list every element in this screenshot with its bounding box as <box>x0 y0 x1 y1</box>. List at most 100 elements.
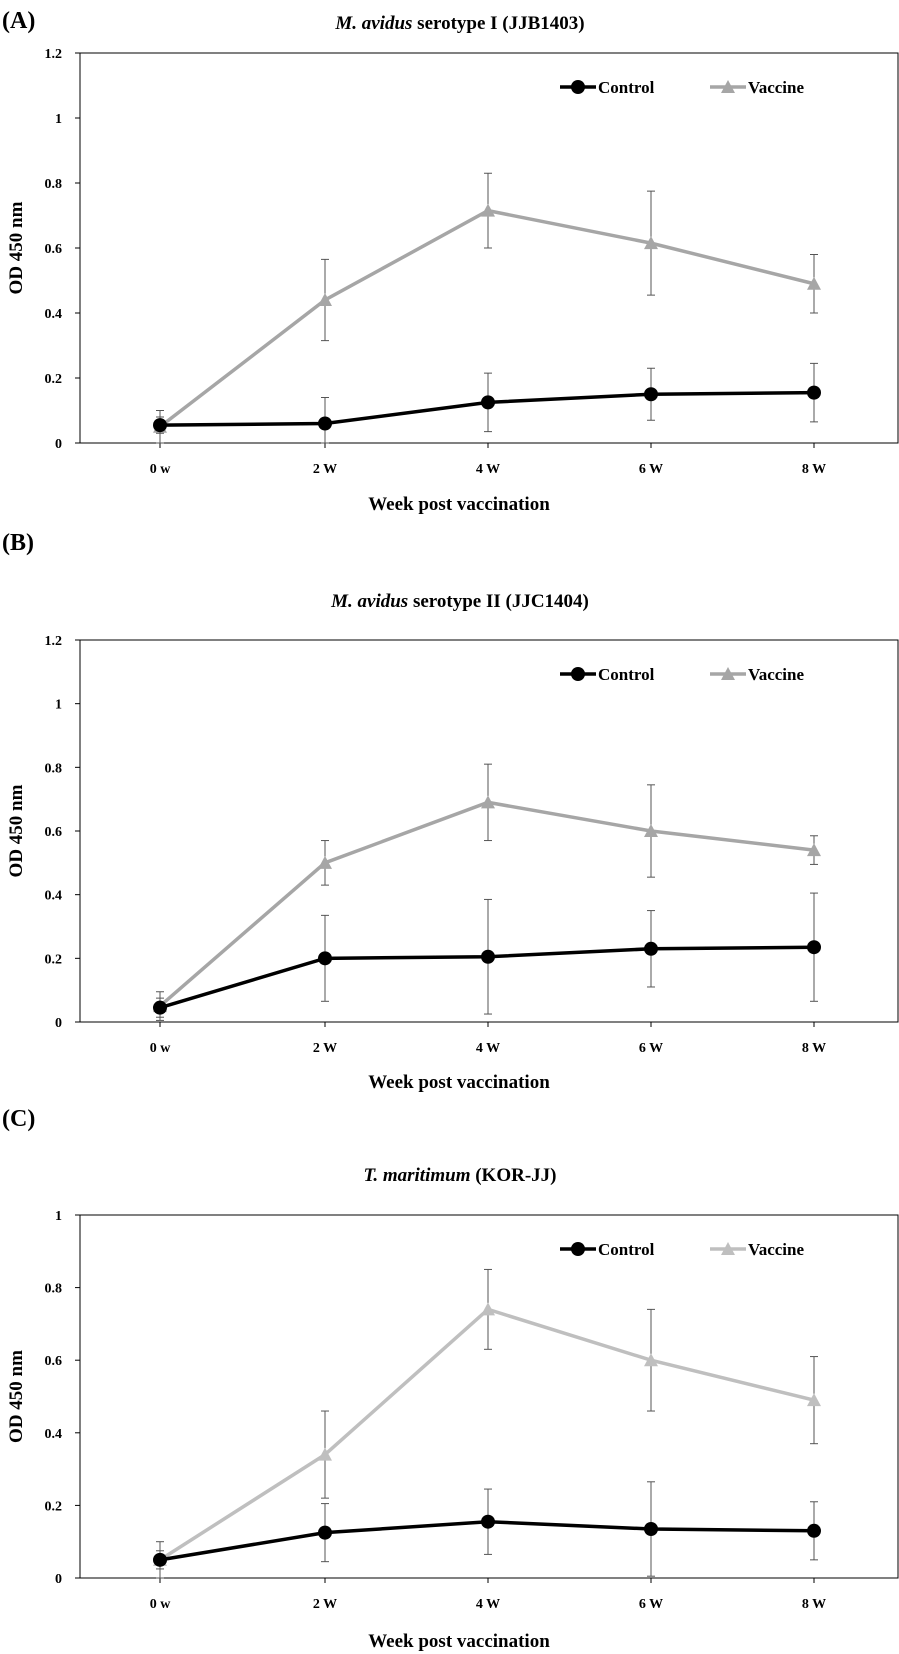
y-tick-label: 0.2 <box>45 1499 63 1514</box>
x-tick-label: 0 w <box>150 462 172 477</box>
y-axis-label: OD 450 nm <box>6 201 27 294</box>
y-tick-label: 0.2 <box>45 372 63 387</box>
data-point <box>318 951 332 966</box>
series-control <box>153 1481 821 1577</box>
legend-label: Control <box>598 665 655 684</box>
y-tick-label: 0.6 <box>45 825 63 840</box>
legend-marker <box>571 80 585 94</box>
data-point <box>318 293 332 306</box>
x-axis-label: Week post vaccination <box>368 1631 550 1652</box>
panel-label: (C) <box>2 1106 35 1132</box>
x-tick-label: 6 W <box>639 1041 663 1056</box>
data-point <box>318 1525 332 1540</box>
legend-item-control: Control <box>560 665 655 684</box>
data-point <box>644 1521 658 1536</box>
legend-label: Vaccine <box>748 665 804 684</box>
x-tick-label: 8 W <box>802 1597 826 1612</box>
data-point <box>153 1552 167 1567</box>
legend-item-control: Control <box>560 78 655 97</box>
title-rest: serotype I (JJB1403) <box>412 13 584 34</box>
y-tick-label: 0.8 <box>45 1282 63 1297</box>
x-tick-label: 6 W <box>639 462 663 477</box>
legend: Control Vaccine <box>560 78 804 97</box>
data-point <box>644 387 658 402</box>
y-tick-label: 0 <box>55 1016 62 1031</box>
data-point <box>481 795 495 809</box>
legend-marker <box>571 1242 585 1256</box>
series-control <box>153 892 821 1018</box>
title-rest: serotype II (JJC1404) <box>408 591 589 612</box>
data-point <box>807 1523 821 1538</box>
data-point <box>807 385 821 400</box>
data-point <box>318 855 332 869</box>
x-tick-label: 8 W <box>802 1041 826 1056</box>
data-point <box>481 1302 495 1316</box>
legend-marker <box>721 667 735 680</box>
legend-label: Vaccine <box>748 78 804 97</box>
data-point <box>153 1000 167 1015</box>
data-point <box>644 941 658 956</box>
x-axis-label: Week post vaccination <box>368 1072 550 1093</box>
legend-label: Vaccine <box>748 1240 804 1259</box>
legend-item-control: Control <box>560 1240 655 1259</box>
data-point <box>481 1514 495 1529</box>
data-point <box>807 276 821 290</box>
plot-frame <box>79 639 899 1023</box>
legend: Control Vaccine <box>560 1240 804 1259</box>
x-tick-label: 2 W <box>313 462 337 477</box>
x-tick-label: 0 w <box>150 1597 172 1612</box>
x-tick-label: 4 W <box>476 462 500 477</box>
legend-item-vaccine: Vaccine <box>710 665 804 684</box>
x-tick-label: 6 W <box>639 1597 663 1612</box>
legend: Control Vaccine <box>560 665 804 684</box>
legend-marker <box>721 80 735 93</box>
data-point <box>481 395 495 410</box>
data-point <box>318 1447 332 1461</box>
y-tick-label: 0.8 <box>45 177 63 192</box>
data-point <box>644 824 658 837</box>
x-tick-label: 4 W <box>476 1041 500 1056</box>
x-tick-label: 2 W <box>313 1597 337 1612</box>
y-tick-label: 0.2 <box>45 952 63 967</box>
y-tick-label: 0.6 <box>45 1354 63 1369</box>
series-vaccine <box>153 1268 821 1579</box>
y-tick-label: 1 <box>55 1209 62 1224</box>
series-line <box>158 800 815 1008</box>
data-point <box>807 843 821 857</box>
y-tick-label: 0 <box>55 1572 62 1587</box>
panel-label: (A) <box>2 8 35 34</box>
chart-panel-2: (B) M. avidus serotype II (JJC1404) 0 0.2 0.… <box>2 530 899 1093</box>
data-point <box>807 940 821 955</box>
chart-title: T. maritimum (KOR-JJ) <box>363 1165 556 1186</box>
x-tick-label: 2 W <box>313 1041 337 1056</box>
chart-title: M. avidus serotype II (JJC1404) <box>330 591 589 612</box>
legend-marker <box>571 667 585 681</box>
y-tick-label: 1 <box>55 698 62 713</box>
series-control <box>153 362 821 444</box>
legend-item-vaccine: Vaccine <box>710 78 804 97</box>
y-tick-label: 0.8 <box>45 761 63 776</box>
data-point <box>807 1393 821 1407</box>
x-tick-label: 8 W <box>802 462 826 477</box>
title-italic: T. maritimum <box>363 1165 470 1186</box>
title-italic: M. avidus <box>334 13 412 34</box>
x-axis-label: Week post vaccination <box>368 494 550 515</box>
plot-frame <box>79 1214 899 1579</box>
data-point <box>481 949 495 964</box>
x-tick-label: 4 W <box>476 1597 500 1612</box>
series-vaccine <box>153 763 821 1021</box>
data-point <box>481 203 495 217</box>
legend-marker <box>721 1242 735 1255</box>
data-point <box>644 236 658 250</box>
data-point <box>318 416 332 431</box>
y-tick-label: 0.4 <box>45 1427 63 1442</box>
title-rest: (KOR-JJ) <box>470 1165 556 1186</box>
y-tick-label: 0.4 <box>45 889 63 904</box>
data-point <box>153 418 167 433</box>
y-tick-label: 0.4 <box>45 307 63 322</box>
title-italic: M. avidus <box>330 591 408 612</box>
chart-panel-1: (A) M. avidus serotype I (JJB1403) 0 0.2 0.4… <box>2 8 899 515</box>
panel-label: (B) <box>2 530 34 556</box>
x-tick-label: 0 w <box>150 1041 172 1056</box>
